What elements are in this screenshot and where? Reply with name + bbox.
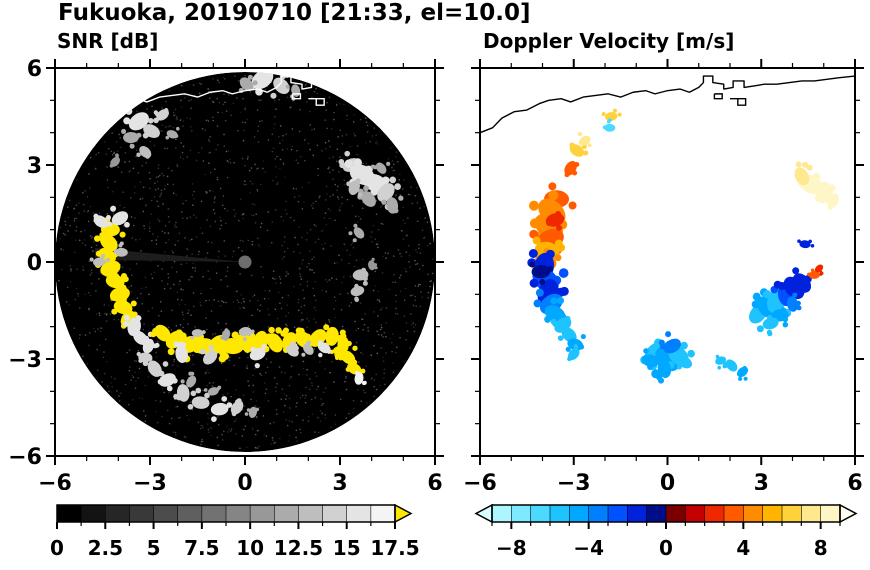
svg-text:3: 3	[332, 471, 347, 490]
svg-text:2.5: 2.5	[88, 536, 123, 560]
svg-text:0: 0	[27, 251, 42, 276]
svg-text:3: 3	[754, 471, 769, 490]
svg-text:10: 10	[236, 536, 264, 560]
svg-text:0: 0	[659, 536, 673, 560]
svg-text:6: 6	[27, 57, 42, 82]
svg-text:12.5: 12.5	[274, 536, 323, 560]
snr-colorbar: 0 2.5 5 7.5 10 12.5 15 17.5	[50, 503, 420, 560]
svg-text:−6: −6	[8, 445, 42, 470]
svg-text:8: 8	[814, 536, 828, 560]
svg-text:5: 5	[147, 536, 161, 560]
svg-text:−8: −8	[496, 536, 527, 560]
svg-text:4: 4	[736, 536, 750, 560]
svg-text:−3: −3	[133, 471, 167, 490]
svg-text:−3: −3	[557, 471, 591, 490]
velocity-panel-title: Doppler Velocity [m/s]	[483, 29, 735, 53]
snr-plot: −6 −3 0 3 6 −6 −3 0 3 6	[8, 57, 444, 490]
svg-text:0: 0	[237, 471, 252, 490]
svg-text:15: 15	[333, 536, 361, 560]
svg-text:6: 6	[427, 471, 442, 490]
svg-text:−6: −6	[38, 471, 72, 490]
svg-text:3: 3	[27, 154, 42, 179]
figure-title: Fukuoka, 20190710 [21:33, el=10.0]	[58, 0, 531, 26]
snr-panel-title: SNR [dB]	[57, 29, 159, 53]
svg-text:0: 0	[50, 536, 64, 560]
svg-text:−6: −6	[463, 471, 497, 490]
svg-text:−3: −3	[8, 348, 42, 373]
velocity-colorbar: −8 −4 0 4 8	[474, 503, 858, 560]
svg-text:7.5: 7.5	[184, 536, 219, 560]
svg-text:17.5: 17.5	[370, 536, 419, 560]
svg-text:0: 0	[660, 471, 675, 490]
svg-text:6: 6	[847, 471, 862, 490]
svg-text:−4: −4	[573, 536, 604, 560]
velocity-plot: −6 −3 0 3 6	[463, 59, 864, 490]
